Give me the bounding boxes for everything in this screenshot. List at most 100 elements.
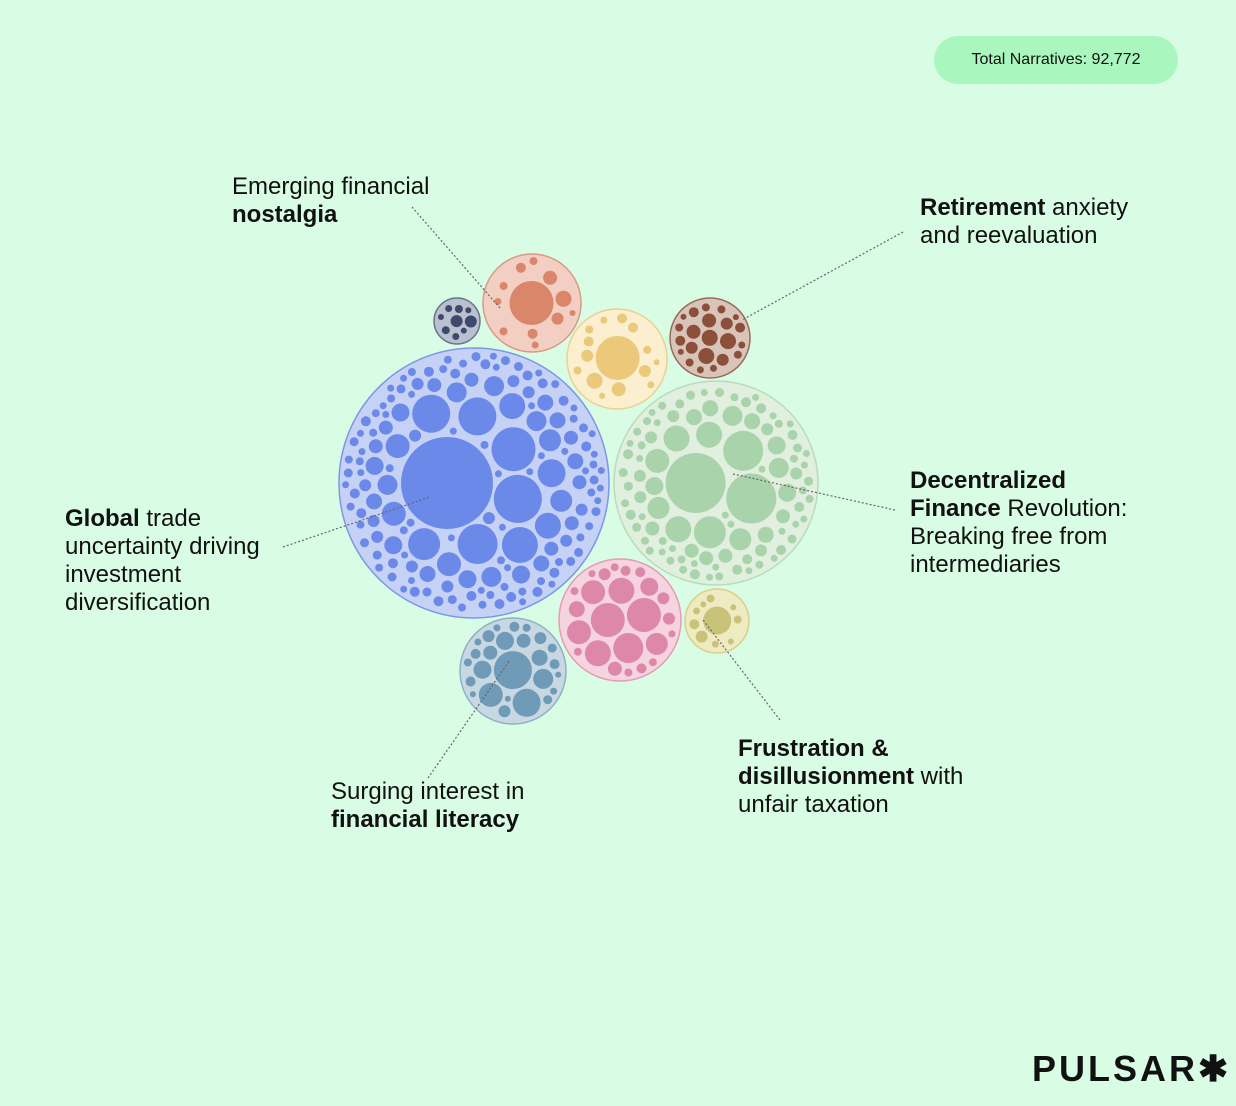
narrative-bubble[interactable] xyxy=(794,502,805,512)
narrative-bubble[interactable] xyxy=(342,481,350,489)
narrative-bubble[interactable] xyxy=(679,565,688,574)
narrative-bubble[interactable] xyxy=(522,370,533,381)
narrative-bubble[interactable] xyxy=(793,443,802,453)
narrative-bubble[interactable] xyxy=(433,596,444,607)
narrative-bubble[interactable] xyxy=(776,509,790,524)
narrative-bubble[interactable] xyxy=(504,564,512,572)
narrative-bubble[interactable] xyxy=(443,355,452,364)
narrative-bubble[interactable] xyxy=(597,467,605,474)
narrative-bubble[interactable] xyxy=(533,555,550,572)
narrative-bubble[interactable] xyxy=(623,449,634,460)
narrative-bubble[interactable] xyxy=(551,380,560,389)
narrative-bubble[interactable] xyxy=(591,507,601,517)
narrative-bubble[interactable] xyxy=(643,345,652,354)
narrative-bubble[interactable] xyxy=(701,329,718,346)
narrative-bubble[interactable] xyxy=(608,577,635,604)
narrative-bubble[interactable] xyxy=(585,522,594,531)
narrative-bubble[interactable] xyxy=(647,496,670,519)
narrative-bubble[interactable] xyxy=(633,469,646,482)
narrative-bubble[interactable] xyxy=(450,315,463,328)
narrative-bubble[interactable] xyxy=(686,409,702,426)
narrative-bubble[interactable] xyxy=(701,303,710,312)
narrative-bubble[interactable] xyxy=(755,544,767,557)
narrative-bubble[interactable] xyxy=(526,411,547,432)
narrative-bubble[interactable] xyxy=(450,368,461,379)
narrative-bubble[interactable] xyxy=(515,262,526,273)
narrative-bubble[interactable] xyxy=(548,580,556,588)
narrative-bubble[interactable] xyxy=(632,522,642,532)
narrative-bubble[interactable] xyxy=(411,377,424,390)
narrative-bubble[interactable] xyxy=(573,647,582,656)
narrative-bubble[interactable] xyxy=(723,430,764,471)
narrative-bubble[interactable] xyxy=(497,556,505,565)
narrative-bubble[interactable] xyxy=(624,668,633,677)
narrative-bubble[interactable] xyxy=(638,513,646,521)
narrative-bubble[interactable] xyxy=(581,441,592,452)
narrative-bubble[interactable] xyxy=(718,548,733,563)
narrative-bubble[interactable] xyxy=(653,359,660,366)
narrative-bubble[interactable] xyxy=(579,423,588,433)
narrative-bubble[interactable] xyxy=(717,305,726,314)
narrative-bubble[interactable] xyxy=(360,538,369,548)
narrative-bubble[interactable] xyxy=(702,400,719,417)
narrative-bubble[interactable] xyxy=(587,488,596,497)
narrative-bubble[interactable] xyxy=(589,460,598,469)
narrative-bubble[interactable] xyxy=(648,658,657,667)
narrative-bubble[interactable] xyxy=(666,556,675,565)
narrative-bubble[interactable] xyxy=(499,282,508,290)
narrative-bubble[interactable] xyxy=(409,429,422,442)
cluster-decentralized-finance[interactable] xyxy=(613,380,819,586)
narrative-bubble[interactable] xyxy=(458,603,466,612)
narrative-bubble[interactable] xyxy=(549,567,560,578)
narrative-bubble[interactable] xyxy=(690,560,698,568)
narrative-bubble[interactable] xyxy=(385,434,410,459)
narrative-bubble[interactable] xyxy=(491,427,536,472)
narrative-bubble[interactable] xyxy=(710,364,717,372)
narrative-bubble[interactable] xyxy=(685,358,694,367)
narrative-bubble[interactable] xyxy=(493,474,542,523)
narrative-bubble[interactable] xyxy=(576,533,585,542)
narrative-bubble[interactable] xyxy=(512,688,541,717)
narrative-bubble[interactable] xyxy=(595,336,640,380)
narrative-bubble[interactable] xyxy=(693,516,726,549)
narrative-bubble[interactable] xyxy=(480,359,491,370)
narrative-bubble[interactable] xyxy=(493,651,532,690)
narrative-bubble[interactable] xyxy=(355,457,364,466)
narrative-bubble[interactable] xyxy=(634,491,647,504)
narrative-bubble[interactable] xyxy=(368,439,383,454)
narrative-bubble[interactable] xyxy=(522,386,535,399)
narrative-bubble[interactable] xyxy=(382,411,390,418)
narrative-bubble[interactable] xyxy=(469,691,476,698)
narrative-bubble[interactable] xyxy=(648,409,656,416)
narrative-bubble[interactable] xyxy=(768,457,789,478)
narrative-bubble[interactable] xyxy=(568,601,585,618)
narrative-bubble[interactable] xyxy=(658,548,666,556)
narrative-bubble[interactable] xyxy=(636,663,647,674)
cluster-emerging-financial-nostalgia[interactable] xyxy=(482,253,582,353)
narrative-bubble[interactable] xyxy=(581,580,606,605)
narrative-bubble[interactable] xyxy=(623,481,633,491)
narrative-bubble[interactable] xyxy=(570,404,578,412)
narrative-bubble[interactable] xyxy=(349,437,359,447)
cluster-navy[interactable] xyxy=(433,297,481,345)
narrative-bubble[interactable] xyxy=(733,615,742,624)
narrative-bubble[interactable] xyxy=(483,645,498,660)
narrative-bubble[interactable] xyxy=(441,326,450,335)
narrative-bubble[interactable] xyxy=(496,631,514,650)
narrative-bubble[interactable] xyxy=(769,412,777,420)
narrative-bubble[interactable] xyxy=(438,314,444,320)
narrative-bubble[interactable] xyxy=(702,313,717,328)
narrative-bubble[interactable] xyxy=(387,384,395,392)
narrative-bubble[interactable] xyxy=(625,509,636,520)
narrative-bubble[interactable] xyxy=(504,695,511,702)
narrative-bubble[interactable] xyxy=(645,431,657,444)
narrative-bubble[interactable] xyxy=(509,281,554,325)
narrative-bubble[interactable] xyxy=(550,687,558,695)
narrative-bubble[interactable] xyxy=(570,587,579,596)
narrative-bubble[interactable] xyxy=(537,378,548,389)
narrative-bubble[interactable] xyxy=(767,436,786,455)
narrative-bubble[interactable] xyxy=(465,676,476,687)
narrative-bubble[interactable] xyxy=(356,508,367,519)
narrative-bubble[interactable] xyxy=(675,323,684,332)
narrative-bubble[interactable] xyxy=(730,393,739,402)
